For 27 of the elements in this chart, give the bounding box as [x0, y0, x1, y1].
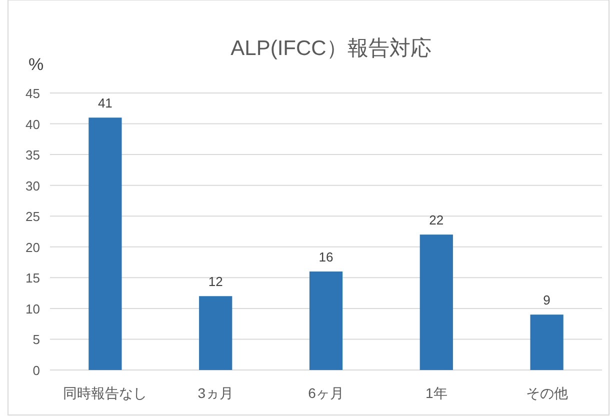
y-tick-label: 20 [26, 240, 40, 255]
y-tick-label: 25 [26, 209, 40, 224]
y-tick-label: 10 [26, 301, 40, 316]
y-tick-label: 5 [32, 332, 40, 348]
x-tick-label: その他 [526, 385, 568, 401]
bar [88, 118, 122, 370]
bar [420, 234, 453, 370]
bar [309, 272, 343, 370]
y-axis-title: % [28, 55, 44, 74]
chart-title: ALP(IFCC）報告対応 [230, 37, 432, 60]
data-label: 22 [429, 212, 444, 228]
bar [530, 314, 564, 370]
y-tick-label: 45 [26, 86, 40, 101]
data-label: 16 [318, 250, 334, 265]
data-label: 12 [208, 274, 223, 290]
x-tick-label: 同時報告なし [63, 385, 148, 401]
data-label: 9 [543, 292, 550, 308]
x-tick-label: 6ヶ月 [308, 385, 344, 401]
y-tick-label: 0 [32, 363, 40, 378]
y-tick-label: 15 [26, 270, 40, 286]
y-tick-label: 40 [26, 116, 40, 132]
y-tick-label: 35 [26, 148, 40, 163]
y-tick-label: 30 [26, 178, 40, 194]
bar [199, 296, 232, 370]
x-tick-label: 1年 [426, 385, 448, 401]
data-label: 41 [98, 96, 112, 111]
x-tick-label: 3ヵ月 [198, 385, 234, 401]
